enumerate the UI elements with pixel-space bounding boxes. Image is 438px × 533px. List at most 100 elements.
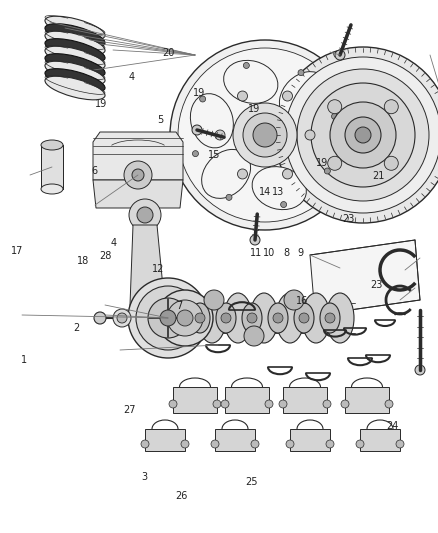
Text: 10: 10 (263, 248, 276, 258)
Ellipse shape (41, 184, 63, 194)
Text: 14: 14 (259, 187, 271, 197)
Ellipse shape (250, 293, 278, 343)
Ellipse shape (45, 39, 105, 62)
Circle shape (345, 117, 381, 153)
Text: 19: 19 (248, 104, 260, 114)
Text: 21: 21 (373, 171, 385, 181)
Ellipse shape (45, 61, 105, 85)
Polygon shape (145, 429, 185, 451)
Circle shape (141, 440, 149, 448)
Ellipse shape (45, 76, 105, 100)
Circle shape (152, 312, 172, 332)
Circle shape (192, 125, 202, 135)
Ellipse shape (45, 31, 105, 55)
Circle shape (251, 440, 259, 448)
Ellipse shape (294, 303, 314, 333)
Circle shape (157, 290, 213, 346)
Circle shape (137, 207, 153, 223)
Ellipse shape (297, 122, 339, 176)
Circle shape (237, 91, 247, 101)
Circle shape (178, 48, 352, 222)
Polygon shape (93, 180, 183, 208)
Ellipse shape (216, 303, 236, 333)
Ellipse shape (242, 303, 262, 333)
Circle shape (247, 313, 257, 323)
Text: 12: 12 (152, 264, 164, 274)
Circle shape (283, 91, 293, 101)
Circle shape (385, 400, 393, 408)
Polygon shape (215, 429, 255, 451)
Circle shape (169, 303, 179, 313)
Text: 15: 15 (208, 150, 221, 159)
Circle shape (215, 130, 225, 140)
Circle shape (244, 326, 264, 346)
Polygon shape (225, 387, 269, 413)
Circle shape (136, 286, 200, 350)
Text: 17: 17 (11, 246, 24, 255)
Ellipse shape (320, 303, 340, 333)
Circle shape (326, 440, 334, 448)
Text: 4: 4 (111, 238, 117, 247)
Circle shape (396, 440, 404, 448)
Text: 19: 19 (193, 88, 205, 98)
Circle shape (265, 400, 273, 408)
Circle shape (192, 151, 198, 157)
Ellipse shape (326, 293, 354, 343)
Ellipse shape (45, 23, 105, 47)
Circle shape (279, 400, 287, 408)
Circle shape (332, 114, 338, 119)
Circle shape (330, 102, 396, 168)
Polygon shape (360, 429, 400, 451)
Circle shape (237, 169, 247, 179)
Circle shape (129, 199, 161, 231)
Polygon shape (283, 387, 327, 413)
Circle shape (169, 400, 177, 408)
Bar (41, 145, 63, 189)
Text: 28: 28 (99, 251, 111, 261)
Ellipse shape (45, 54, 105, 77)
Text: 24: 24 (386, 422, 398, 431)
Text: 23: 23 (371, 280, 383, 290)
Circle shape (145, 303, 155, 313)
Circle shape (113, 309, 131, 327)
Circle shape (273, 313, 283, 323)
Circle shape (124, 161, 152, 189)
Text: 1: 1 (21, 355, 27, 365)
Circle shape (356, 440, 364, 448)
Text: 19: 19 (95, 99, 107, 109)
Circle shape (221, 400, 229, 408)
Circle shape (177, 310, 193, 326)
Text: 4: 4 (128, 72, 134, 82)
Text: 9: 9 (297, 248, 303, 258)
Circle shape (128, 278, 208, 358)
Text: 2: 2 (74, 323, 80, 333)
Circle shape (233, 103, 297, 167)
Ellipse shape (45, 16, 105, 40)
Ellipse shape (41, 140, 63, 150)
Circle shape (305, 130, 315, 140)
Circle shape (285, 57, 438, 213)
Polygon shape (93, 132, 183, 180)
Text: 19: 19 (316, 158, 328, 167)
Circle shape (284, 290, 304, 310)
Ellipse shape (268, 303, 288, 333)
Circle shape (148, 298, 188, 338)
Circle shape (341, 400, 349, 408)
Circle shape (132, 169, 144, 181)
Circle shape (167, 300, 203, 336)
Circle shape (250, 235, 260, 245)
Text: 26: 26 (176, 491, 188, 500)
Circle shape (328, 100, 342, 114)
Text: 20: 20 (162, 49, 175, 58)
Circle shape (325, 168, 330, 174)
Circle shape (281, 201, 286, 207)
Circle shape (415, 365, 425, 375)
Text: 25: 25 (246, 478, 258, 487)
Circle shape (311, 83, 415, 187)
Circle shape (297, 69, 429, 201)
Ellipse shape (191, 94, 233, 148)
Ellipse shape (45, 46, 105, 70)
Circle shape (160, 310, 176, 326)
Circle shape (244, 62, 249, 68)
Circle shape (181, 440, 189, 448)
